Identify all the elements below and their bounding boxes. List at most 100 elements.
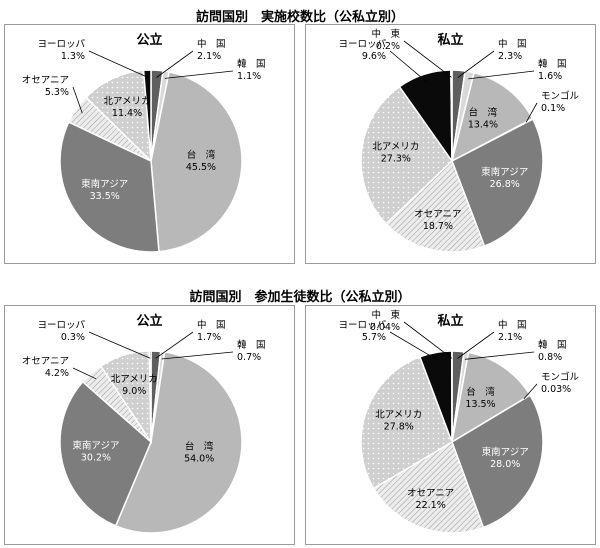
slice-value-mongolia: 0.03% — [541, 384, 571, 395]
slice-value-china: 2.3% — [498, 51, 522, 62]
slice-value-oceania: 5.3% — [45, 87, 69, 98]
section-title-schools: 訪問国別 実施校数比（公私立別） — [195, 10, 404, 25]
slice-value-north-america: 9.0% — [122, 386, 146, 397]
slice-label-north-america: 北アメリカ — [375, 409, 422, 420]
leader-line-korea — [468, 70, 535, 80]
leader-line-europe — [88, 331, 151, 359]
chart-title: 私立 — [437, 314, 464, 329]
chart-title: 私立 — [437, 33, 464, 48]
slice-label-oceania: オセアニア — [414, 209, 461, 220]
slice-value-north-america: 11.4% — [112, 108, 142, 119]
leader-line-china — [155, 331, 194, 359]
leader-line-korea — [164, 70, 234, 79]
pie-slice-oceania — [372, 440, 485, 534]
slice-label-europe: ヨーロッパ — [37, 39, 85, 50]
slice-label-china: 中 国 — [498, 38, 527, 50]
slice-label-southeast-asia: 東南アジア — [481, 166, 528, 178]
slice-label-southeast-asia: 東南アジア — [482, 446, 529, 458]
leader-line-mongolia — [523, 383, 538, 400]
slice-label-korea: 韓 国 — [538, 59, 567, 70]
pie-slice-middle-east — [450, 69, 453, 162]
slice-value-korea: 0.7% — [237, 352, 261, 363]
leader-line-korea — [465, 351, 535, 360]
pie-slice-europe — [142, 69, 152, 162]
slice-label-north-america: 北アメリカ — [111, 374, 158, 385]
chart-panel-public-students: 公立 中 国 1.7% 韓 国 0.7% 台 湾 54.0% 東南アジア 30.2% オセアニア… — [4, 305, 295, 545]
slice-label-taiwan: 台 湾 — [469, 107, 498, 119]
pie-slice-taiwan — [114, 351, 243, 534]
slice-value-taiwan: 45.5% — [186, 162, 216, 173]
leader-line-china — [457, 331, 495, 359]
slice-value-korea: 1.6% — [538, 71, 562, 82]
pie-slice-europe — [148, 350, 152, 443]
slice-label-southeast-asia: 東南アジア — [72, 440, 119, 452]
slice-label-china: 中 国 — [197, 38, 226, 50]
slice-label-north-america: 北アメリカ — [104, 96, 151, 107]
section-title-students: 訪問国別 参加生徒数比（公私立別） — [189, 290, 411, 305]
slice-value-southeast-asia: 26.8% — [490, 179, 520, 190]
chart-title: 公立 — [136, 33, 163, 48]
leader-line-middle-east — [403, 321, 453, 359]
slice-value-southeast-asia: 33.5% — [90, 191, 120, 202]
chart-panel-public-schools: 公立 中 国 2.1% 韓 国 1.1% 台 湾 45.5% 東南アジア 33.5% オセアニア… — [4, 24, 295, 264]
pie-slice-southeast-asia — [59, 121, 160, 253]
leader-line-china — [457, 50, 495, 78]
pie-slice-north-america — [360, 355, 453, 490]
slice-value-southeast-asia: 28.0% — [490, 459, 520, 470]
slice-label-north-america: 北アメリカ — [372, 142, 419, 153]
slice-label-mongolia: モンゴル — [541, 90, 580, 102]
chart-panel-private-schools: 私立 中 国 2.3% 韓 国 1.6% 台 湾 13.4% モンゴル 0.1% 東南アジア 26… — [305, 24, 596, 264]
leader-line-europe — [88, 50, 148, 78]
slice-label-middle-east: 中 東 — [371, 309, 400, 321]
slice-label-southeast-asia: 東南アジア — [81, 178, 128, 190]
leader-line-china — [156, 50, 194, 78]
pie-slice-north-america — [84, 69, 152, 163]
leader-line-oceania — [72, 367, 97, 380]
pie-slice-taiwan — [150, 70, 243, 253]
pie-slice-north-america — [360, 85, 453, 225]
slice-label-oceania: オセアニア — [407, 488, 454, 499]
slice-label-europe: ヨーロッパ — [338, 320, 386, 331]
slice-value-china: 2.1% — [197, 51, 221, 62]
slice-value-europe: 0.3% — [61, 332, 85, 343]
leader-line-mongolia — [525, 102, 538, 123]
slice-label-china: 中 国 — [197, 319, 226, 331]
slice-value-china: 1.7% — [197, 332, 221, 343]
pie-slice-oceania — [384, 159, 486, 253]
slice-value-mongolia: 0.1% — [541, 103, 565, 114]
leader-line-europe — [389, 331, 438, 361]
slice-value-europe: 5.7% — [362, 332, 386, 343]
slice-label-middle-east: 中 東 — [371, 28, 400, 40]
slice-value-china: 2.1% — [498, 332, 522, 343]
slice-value-oceania: 22.1% — [416, 500, 446, 511]
pie-slice-southeast-asia — [451, 118, 544, 247]
leader-line-europe — [389, 50, 427, 82]
slice-label-mongolia: モンゴル — [541, 371, 580, 383]
slice-value-middle-east: 0.04% — [370, 322, 400, 333]
slice-label-oceania: オセアニア — [22, 356, 69, 367]
leader-line-korea — [161, 351, 234, 360]
slice-value-korea: 1.1% — [237, 71, 261, 82]
slice-value-southeast-asia: 30.2% — [81, 453, 111, 464]
pie-slice-taiwan — [450, 71, 534, 163]
slice-value-europe: 9.6% — [362, 51, 386, 62]
slice-label-korea: 韓 国 — [538, 340, 567, 351]
slice-value-taiwan: 13.4% — [468, 120, 498, 131]
slice-value-oceania: 18.7% — [423, 221, 453, 232]
slice-label-europe: ヨーロッパ — [37, 320, 85, 331]
slice-value-oceania: 4.2% — [45, 368, 69, 379]
slice-label-taiwan: 台 湾 — [466, 386, 495, 398]
leader-line-middle-east — [403, 40, 452, 78]
slice-value-north-america: 27.8% — [384, 421, 414, 432]
slice-label-taiwan: 台 湾 — [187, 149, 216, 161]
pie-slice-southeast-asia — [451, 394, 544, 529]
chart-panel-private-students: 私立 中 国 2.1% 韓 国 0.8% 台 湾 13.5% モンゴル 0.03% 東南アジア 2… — [305, 305, 596, 545]
slice-label-korea: 韓 国 — [237, 59, 266, 70]
slice-label-korea: 韓 国 — [237, 340, 266, 351]
leader-line-oceania — [72, 86, 83, 114]
slice-value-middle-east: 0.2% — [376, 41, 400, 52]
